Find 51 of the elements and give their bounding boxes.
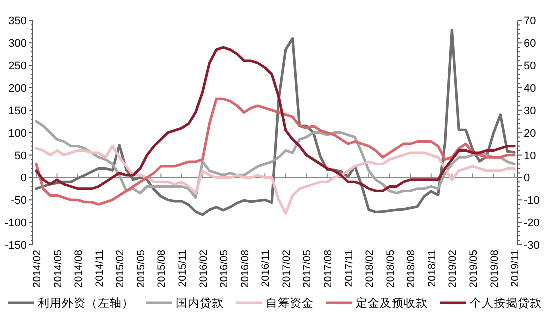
y2-tick-label: 50	[524, 60, 536, 73]
y-tick-label: 300	[8, 38, 27, 50]
legend-label: 个人按揭贷款	[470, 297, 542, 310]
y-tick-label: -50	[11, 195, 27, 208]
x-tick-label: 2014/05	[52, 250, 64, 288]
y-tick-label: 250	[8, 60, 27, 73]
y-tick-label: 0	[20, 172, 27, 185]
y2-tick-label: 20	[524, 128, 536, 140]
legend-label: 利用外资（左轴）	[38, 297, 134, 310]
x-tick-label: 2019/02	[447, 250, 460, 288]
x-tick-label: 2017/02	[280, 250, 293, 288]
x-tick-label: 2015/08	[156, 250, 168, 288]
y-tick-label: 150	[8, 105, 27, 118]
y2-tick-label: 10	[524, 150, 536, 162]
y2-tick-label: 70	[524, 16, 536, 28]
y2-tick-label: 40	[524, 82, 536, 95]
x-tick-label: 2019/08	[488, 250, 501, 288]
x-tick-label: 2019/05	[468, 250, 480, 288]
x-tick-label: 2017/11	[343, 250, 356, 288]
legend-label: 国内贷款	[176, 297, 224, 310]
y-tick-label: 100	[8, 128, 27, 140]
y2-tick-label: -20	[524, 218, 540, 230]
y-tick-label: -150	[4, 240, 27, 252]
legend-label: 自筹资金	[266, 297, 314, 310]
x-tick-label: 2014/08	[73, 250, 86, 288]
x-tick-label: 2014/02	[31, 250, 44, 288]
x-tick-label: 2017/08	[322, 250, 334, 288]
y2-tick-label: 0	[524, 172, 530, 185]
y2-tick-label: -10	[524, 195, 540, 208]
x-tick-label: 2015/11	[176, 250, 189, 288]
legend-label: 定金及预收款	[356, 296, 428, 310]
x-tick-label: 2019/11	[510, 250, 522, 288]
y2-tick-label: 30	[524, 105, 536, 118]
x-tick-label: 2015/02	[114, 250, 127, 288]
x-tick-label: 2016/08	[239, 250, 252, 288]
x-tick-label: 2016/05	[218, 250, 231, 288]
x-tick-label: 2018/02	[364, 250, 376, 288]
y-tick-label: -100	[4, 218, 27, 230]
x-tick-label: 2017/05	[302, 250, 314, 288]
x-tick-label: 2018/08	[406, 250, 418, 288]
x-tick-label: 2015/05	[135, 250, 148, 288]
x-tick-label: 2014/11	[94, 250, 106, 288]
y-tick-label: 350	[8, 16, 27, 28]
y-tick-label: 50	[14, 150, 27, 162]
x-tick-label: 2018/05	[384, 250, 397, 288]
y2-tick-label: 60	[524, 38, 536, 50]
y2-tick-label: -30	[524, 240, 540, 252]
x-tick-label: 2018/11	[426, 250, 438, 288]
y-tick-label: 200	[8, 82, 27, 95]
x-tick-label: 2016/11	[260, 250, 272, 288]
x-tick-label: 2016/02	[198, 250, 210, 288]
